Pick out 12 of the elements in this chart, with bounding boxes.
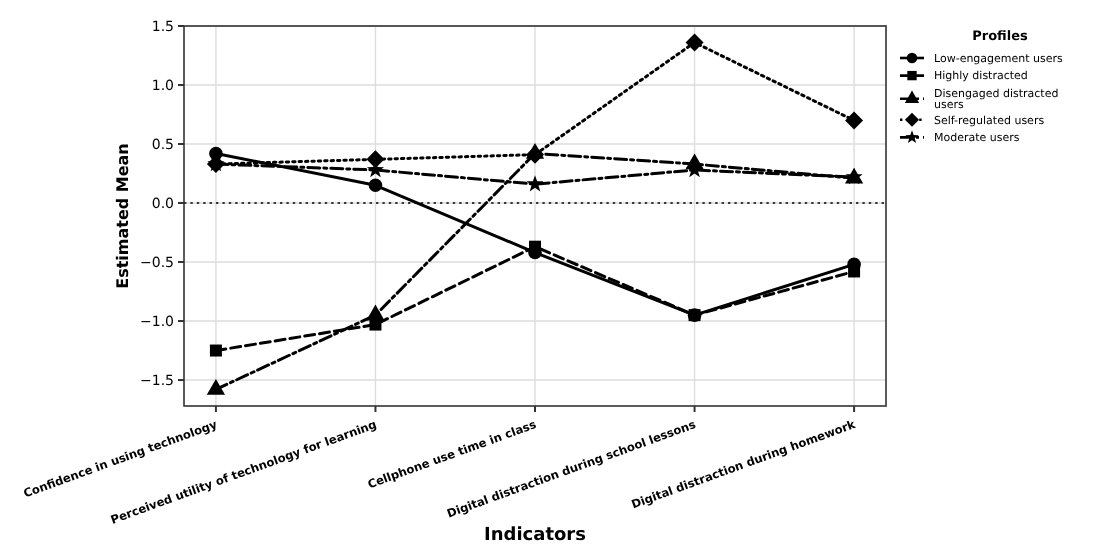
point	[366, 150, 385, 169]
point	[848, 265, 861, 278]
point	[526, 175, 544, 192]
point	[368, 178, 383, 193]
point	[845, 111, 864, 130]
x-axis-title: Indicators	[484, 526, 586, 546]
y-axis-title: Estimated Mean	[114, 142, 132, 289]
point	[685, 33, 704, 52]
point	[366, 304, 385, 321]
point	[688, 309, 701, 322]
point	[206, 378, 226, 395]
point	[209, 344, 222, 357]
